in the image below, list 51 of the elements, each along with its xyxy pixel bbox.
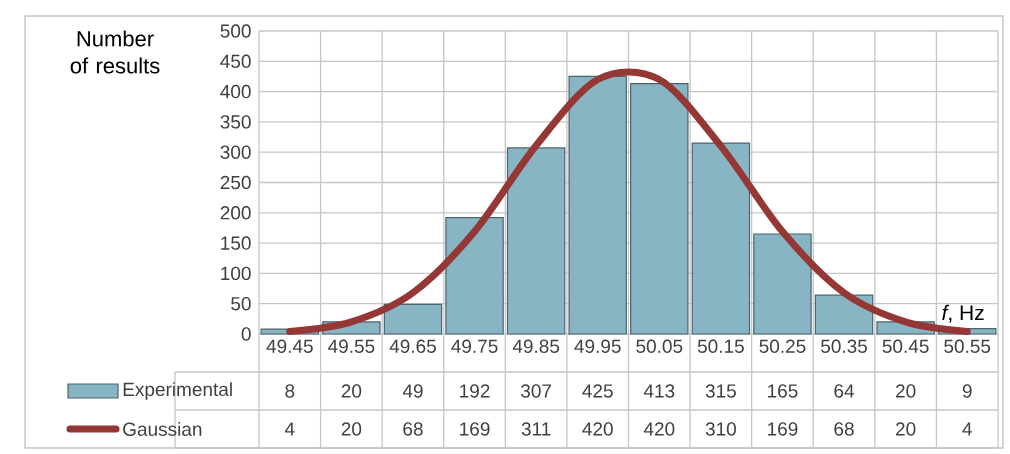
data-label: 192: [460, 384, 490, 398]
x-tick-label: 49.65: [389, 339, 436, 353]
legend-label: Experimental: [123, 382, 232, 400]
y-tick-label: 0: [241, 327, 251, 341]
data-label: 20: [341, 422, 362, 436]
y-tick-label: 400: [220, 84, 251, 99]
x-tick-label: 50.45: [882, 339, 929, 353]
data-label: 49: [402, 384, 423, 398]
data-label: 68: [834, 422, 854, 436]
x-tick-label: 49.95: [574, 339, 621, 353]
x-tick-label: 50.05: [636, 339, 683, 353]
y-tick-label: 450: [220, 54, 251, 69]
data-label: 4: [284, 422, 295, 436]
y-tick-label: 100: [221, 266, 251, 281]
data-label: 20: [896, 422, 916, 436]
x-tick-label: 49.55: [328, 339, 375, 353]
x-axis-title: f, Hz: [942, 304, 984, 323]
data-label: 420: [643, 422, 675, 436]
y-tick-label: 300: [220, 145, 251, 159]
data-label: 315: [705, 384, 736, 398]
x-tick-label: 50.55: [944, 339, 991, 353]
x-tick-label: 50.25: [759, 339, 806, 353]
y-tick-label: 150: [221, 236, 251, 250]
data-label: 20: [341, 384, 362, 398]
x-tick-label: 50.35: [821, 339, 868, 353]
data-label: 310: [705, 422, 736, 436]
x-tick-label: 49.75: [451, 339, 498, 353]
data-label: 169: [460, 422, 490, 436]
data-label: 425: [582, 384, 613, 398]
data-label: 165: [768, 384, 798, 398]
x-tick-label: 49.85: [512, 339, 560, 353]
x-tick-label: 50.15: [697, 339, 744, 353]
y-axis-title: Number of results: [70, 30, 160, 74]
y-tick-label: 50: [231, 296, 251, 311]
data-label: 4: [962, 422, 972, 436]
data-label: 169: [768, 422, 798, 436]
y-tick-label: 200: [220, 206, 251, 220]
data-label: 64: [834, 384, 855, 398]
x-tick-label: 49.45: [266, 339, 313, 353]
data-label: 9: [962, 384, 972, 398]
y-tick-label: 350: [220, 115, 251, 129]
data-label: 20: [896, 384, 916, 398]
data-label: 413: [643, 384, 675, 398]
legend-label: Gaussian: [123, 422, 202, 436]
y-tick-label: 500: [220, 24, 251, 38]
data-label: 8: [285, 384, 295, 398]
y-tick-label: 250: [220, 175, 251, 190]
data-label: 311: [521, 422, 551, 436]
data-label: 420: [582, 422, 613, 436]
data-label: 68: [403, 422, 423, 436]
data-label: 307: [521, 384, 552, 398]
